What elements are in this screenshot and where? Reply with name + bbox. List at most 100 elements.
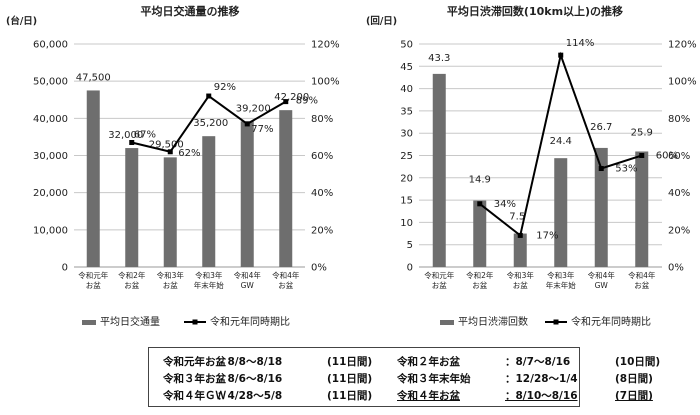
x-tick-label: 年末年始 <box>546 280 576 290</box>
x-tick-label: お盆 <box>513 280 528 290</box>
period-dates: ：8/10～8/16 <box>505 390 578 402</box>
period-row-2: 令和３年お盆：8/6～8/16 (11日間) 令和３年末年始 ：12/28～1/4 (8… <box>163 371 653 386</box>
period-dates: ：8/7～8/16 <box>505 356 571 368</box>
bar-value-label: 42,200 <box>274 92 309 103</box>
y2-tick-label: 60% <box>311 151 333 162</box>
ratio-point <box>129 139 135 145</box>
x-tick-label: 令和4年 <box>234 270 262 280</box>
bar <box>279 110 293 267</box>
ratio-point <box>639 153 645 158</box>
x-tick-label: 令和2年 <box>118 270 146 280</box>
y-tick-label: 15 <box>400 196 413 207</box>
period-days: (11日間) <box>327 390 373 402</box>
bar <box>86 90 100 267</box>
bar-value-label: 7.5 <box>509 212 525 223</box>
period-row-1: 令和元年お盆：8/8～8/18 (11日間) 令和２年お盆 ：8/7～8/16 (10日… <box>163 354 660 369</box>
x-tick-label: 令和3年 <box>547 270 575 280</box>
legend-line-marker <box>192 319 198 325</box>
legend-bar-swatch <box>440 320 454 325</box>
x-tick-label: 令和3年 <box>157 270 185 280</box>
x-tick-label: 令和元年 <box>78 270 108 280</box>
period-days: (11日間) <box>327 356 373 368</box>
x-tick-label: 年末年始 <box>194 280 224 290</box>
y-tick-label: 0 <box>407 263 413 274</box>
y-tick-label: 60,000 <box>33 40 68 51</box>
period-name: 令和元年お盆 <box>163 356 226 368</box>
chart-congestion-count: 平均日渋滞回数(10km以上)の推移 (回/日) 0 5 10 15 20 25 30 35 40 4… <box>366 4 697 328</box>
bar <box>163 157 177 267</box>
bar-value-label: 32,000 <box>108 130 143 141</box>
ratio-point <box>283 99 289 105</box>
y-tick-label: 50,000 <box>33 77 68 88</box>
y-tick-label: 30,000 <box>33 151 68 162</box>
y-tick-label: 45 <box>400 62 413 73</box>
y-tick-label: 50 <box>400 40 413 51</box>
ratio-point <box>206 93 212 99</box>
bar-value-label: 25.9 <box>631 127 653 138</box>
bar-value-label: 14.9 <box>469 175 491 186</box>
x-tick-label: お盆 <box>124 280 139 290</box>
period-row-3: 令和４年ＧＷ：4/28～5/8 (11日間) 令和４年お盆 ：8/10～8/16 (7日… <box>163 388 653 403</box>
x-tick-label: お盆 <box>86 280 101 290</box>
x-tick-label: お盆 <box>432 280 447 290</box>
y2-tick-label: 0% <box>668 263 684 274</box>
period-name: 令和３年末年始 <box>397 373 471 385</box>
y-tick-label: 5 <box>407 240 413 251</box>
y-axis-unit: (台/日) <box>6 15 37 27</box>
x-tick-label: お盆 <box>278 280 293 290</box>
period-dates: ：8/6～8/16 <box>217 373 283 385</box>
ratio-value-label: 114% <box>566 38 595 49</box>
y2-tick-label: 120% <box>311 40 340 51</box>
x-tick-label: お盆 <box>472 280 487 290</box>
bar <box>125 148 139 267</box>
y-tick-label: 30 <box>400 129 413 140</box>
y2-tick-label: 20% <box>668 225 690 236</box>
legend-bar-swatch <box>82 320 96 325</box>
charts-canvas: 平均日交通量の推移 (台/日) 0 10,000 20,000 30,000 40,000 5… <box>6 4 697 328</box>
y2-tick-label: 60% <box>668 151 690 162</box>
y2-tick-label: 100% <box>311 77 340 88</box>
ratio-point <box>244 121 250 127</box>
period-name: 令和４年ＧＷ <box>163 390 226 402</box>
x-tick-label: 令和4年 <box>588 270 616 280</box>
y-tick-label: 40 <box>400 84 413 95</box>
period-days: (8日間) <box>615 373 653 385</box>
x-tick-label: 令和4年 <box>628 270 656 280</box>
y-tick-label: 40,000 <box>33 114 68 125</box>
ratio-point <box>598 166 604 172</box>
chart-title: 平均日渋滞回数(10km以上)の推移 <box>447 4 623 18</box>
y2-tick-label: 80% <box>311 114 333 125</box>
period-name: 令和２年お盆 <box>397 356 460 368</box>
bar <box>202 136 216 267</box>
y-tick-label: 20,000 <box>33 188 68 199</box>
period-name: 令和３年お盆 <box>163 373 226 385</box>
ratio-value-label: 53% <box>615 164 637 175</box>
bar-value-label: 24.4 <box>550 136 572 147</box>
y2-tick-label: 40% <box>668 188 690 199</box>
bar-value-label: 47,500 <box>76 72 111 83</box>
period-legend: 令和元年お盆：8/8～8/18 (11日間) 令和２年お盆 ：8/7～8/16 (10日… <box>148 347 660 407</box>
x-tick-label: GW <box>595 281 609 290</box>
x-tick-label: 令和4年 <box>272 270 300 280</box>
y2-tick-label: 0% <box>311 263 327 274</box>
x-tick-label: 令和3年 <box>507 270 535 280</box>
ratio-point <box>517 232 523 238</box>
period-name: 令和４年お盆 <box>397 390 460 402</box>
ratio-value-label: 17% <box>536 230 558 241</box>
ratio-value-label: 77% <box>251 124 273 135</box>
x-tick-label: 令和3年 <box>195 270 223 280</box>
ratio-value-label: 34% <box>494 199 516 210</box>
bar <box>513 233 527 267</box>
x-tick-label: 令和元年 <box>424 270 454 280</box>
x-tick-label: お盆 <box>634 280 649 290</box>
legend-line-marker <box>553 319 559 325</box>
legend-bar-label: 平均日交通量 <box>100 315 160 328</box>
period-days: (11日間) <box>327 373 373 385</box>
period-dates: ：12/28～1/4 <box>505 373 578 385</box>
y-tick-label: 10 <box>400 218 413 229</box>
bar-value-label: 26.7 <box>590 122 612 133</box>
y-tick-label: 10,000 <box>33 225 68 236</box>
bar <box>554 158 568 267</box>
bar <box>473 200 487 267</box>
bar <box>240 121 254 267</box>
